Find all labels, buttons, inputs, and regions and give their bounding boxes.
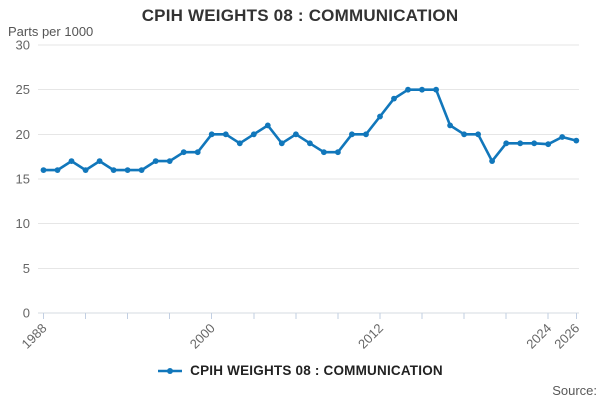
y-tick-label-25: 25 [16,82,30,97]
legend-series-label: CPIH WEIGHTS 08 : COMMUNICATION [190,363,443,378]
x-tick-label-1988: 1988 [19,321,50,352]
data-point-2006 [293,131,299,138]
data-point-2004 [264,122,271,129]
data-point-1998 [180,149,187,156]
data-point-2021 [503,140,510,147]
x-tick-label-2024: 2024 [523,321,554,352]
data-point-2008 [321,149,327,156]
source-caption: Source: [552,383,597,398]
chart-title: CPIH WEIGHTS 08 : COMMUNICATION [141,6,459,25]
data-point-2003 [250,131,257,138]
data-point-2001 [222,131,229,138]
data-point-1996 [152,158,159,165]
data-point-1994 [124,167,131,174]
series-line [42,88,578,172]
x-tick-label-2000: 2000 [187,321,218,352]
data-point-2026 [573,137,580,144]
data-point-2000 [208,131,215,138]
data-point-2024 [545,141,552,148]
y-tick-label-10: 10 [16,216,30,231]
data-point-1993 [110,167,117,174]
data-point-1991 [82,167,89,174]
data-point-2007 [307,140,313,147]
data-point-1988 [40,167,47,174]
data-point-2020 [489,158,495,165]
x-tick-label-2012: 2012 [355,321,386,352]
x-tick-label-2026: 2026 [551,321,582,352]
legend-line-marker-icon [158,367,183,374]
data-point-2017 [447,122,453,129]
data-point-2005 [278,140,285,147]
data-point-1997 [166,158,173,165]
data-point-1990 [68,158,75,165]
data-point-2023 [531,140,538,147]
data-point-2014 [405,86,411,93]
data-point-2016 [433,86,439,93]
data-point-2009 [335,149,341,156]
data-point-1992 [96,158,103,165]
data-point-2002 [236,140,243,147]
data-point-2013 [391,95,397,102]
data-point-2022 [517,140,524,147]
chart-legend[interactable]: CPIH WEIGHTS 08 : COMMUNICATION [0,363,600,378]
y-tick-label-15: 15 [16,172,30,187]
data-point-2011 [363,131,369,138]
y-tick-label-0: 0 [23,306,30,321]
y-tick-label-20: 20 [16,127,30,142]
data-point-1989 [54,167,61,174]
data-point-2012 [377,113,383,120]
data-point-1995 [138,167,145,174]
data-point-2010 [349,131,355,138]
data-point-1999 [194,149,201,156]
data-point-2018 [461,131,467,138]
data-point-2025 [559,134,566,140]
data-point-2015 [419,86,425,93]
y-tick-label-30: 30 [16,38,30,53]
y-tick-label-5: 5 [23,261,30,276]
y-axis-unit-label: Parts per 1000 [8,24,94,39]
data-point-2019 [475,131,481,138]
